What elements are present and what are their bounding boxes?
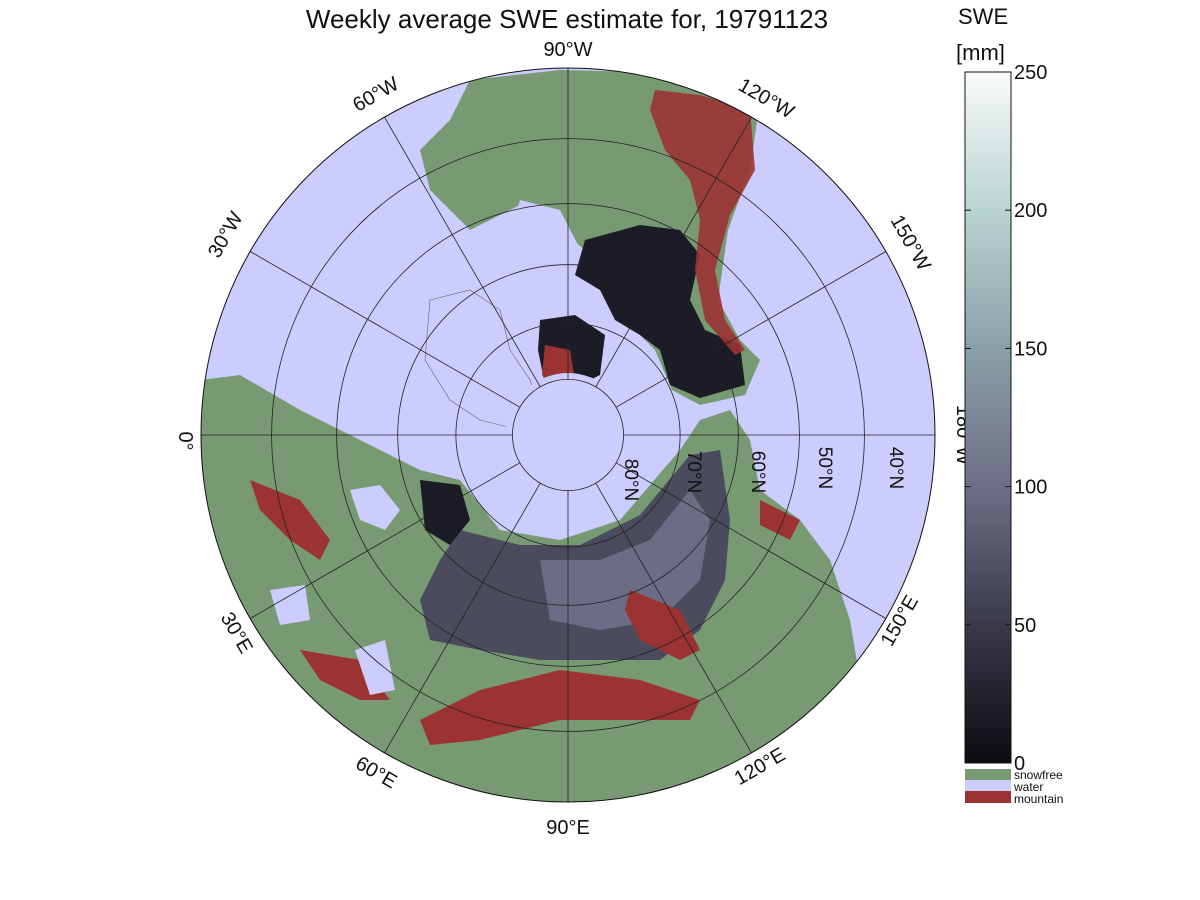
colorbar-tick-label: 50 <box>1014 615 1036 637</box>
legend-label-mountain: mountain <box>1014 792 1063 806</box>
colorbar-label-unit: [mm] <box>956 40 1005 65</box>
lat-label-40n: 40°N <box>885 447 906 489</box>
colorbar-tick-label: 150 <box>1014 338 1047 360</box>
colorbar-tick-label: 200 <box>1014 200 1047 222</box>
land-layer <box>201 70 860 802</box>
meridian-line <box>615 462 887 619</box>
north-america-snow <box>575 225 745 398</box>
legend-swatch-mountain <box>965 791 1011 803</box>
legend-label-snowfree: snowfree <box>1014 768 1063 782</box>
latitude-labels: 80°N 70°N 60°N 50°N 40°N <box>620 447 906 501</box>
lat-label-80n: 80°N <box>620 459 641 501</box>
baltic-sea <box>350 485 400 530</box>
colorbar-tick-label: 250 <box>1014 62 1047 84</box>
lon-label-30w: 30°W <box>204 208 248 262</box>
lat-label-50n: 50°N <box>814 447 835 489</box>
lon-label-60w: 60°W <box>349 73 403 117</box>
central-asia-mountains <box>420 670 700 745</box>
kamchatka-mountains <box>760 500 800 540</box>
colorbar-ticks: 0 50 100 150 200 250 <box>965 62 1047 775</box>
lon-label-0: 0° <box>174 431 196 450</box>
polar-map: 90°W 120°W 150°W 180°W 150°E 120°E 90°E … <box>174 39 974 839</box>
lon-label-90w: 90°W <box>543 39 592 61</box>
graticule <box>201 68 935 802</box>
meridian-line <box>384 116 541 388</box>
map-boundary <box>200 67 936 803</box>
meridian-line <box>249 462 521 619</box>
hudson-bay <box>512 200 578 268</box>
map-title: Weekly average SWE estimate for, 1979112… <box>305 4 829 34</box>
meridian-line <box>384 482 541 754</box>
meridian-line <box>595 482 752 754</box>
legend-swatch-snowfree <box>965 769 1011 780</box>
caspian-sea <box>355 640 395 695</box>
siberia-snow-deep <box>540 490 710 630</box>
colorbar-gradient <box>964 71 1012 764</box>
legend-swatch-water <box>965 780 1011 791</box>
black-sea <box>270 585 310 625</box>
legend-label-water: water <box>1013 780 1043 794</box>
lon-label-60e: 60°E <box>352 752 401 793</box>
arctic-ocean <box>506 373 630 497</box>
colorbar-label-swe: SWE <box>958 4 1009 29</box>
colorbar-tick-label: 100 <box>1014 477 1047 499</box>
lon-label-90e: 90°E <box>546 817 590 839</box>
meridian-line <box>615 251 887 408</box>
europe-mountains <box>250 480 330 560</box>
east-asia-mountains <box>625 590 700 660</box>
colorbar-tick-label: 0 <box>1014 753 1025 775</box>
colorbar: 0 50 100 150 200 250 snowfree water mountain <box>964 62 1063 806</box>
scandinavia-snow <box>420 480 470 545</box>
lat-label-60n: 60°N <box>747 451 768 493</box>
meridian-line <box>595 116 752 388</box>
meridian-line <box>249 251 521 408</box>
lat-label-70n: 70°N <box>683 451 704 493</box>
